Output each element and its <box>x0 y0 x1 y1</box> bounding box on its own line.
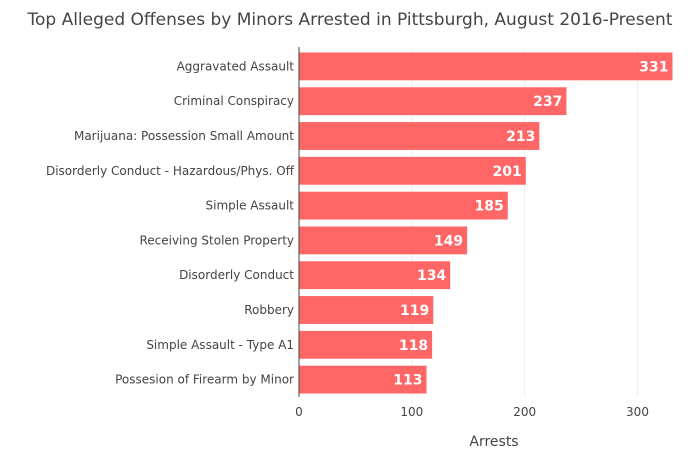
bar <box>299 191 508 220</box>
category-labels: Aggravated Assault Criminal Conspiracy Mar… <box>46 59 295 386</box>
x-tick-labels: 0 100 200 300 <box>295 405 649 419</box>
category-label: Robbery <box>244 303 294 317</box>
category-label: Simple Assault - Type A1 <box>146 338 294 352</box>
category-label: Disorderly Conduct <box>179 268 294 282</box>
bar-value-label: 134 <box>417 268 446 284</box>
bar-value-label: 213 <box>506 129 535 145</box>
bar <box>299 122 540 150</box>
category-label: Criminal Conspiracy <box>174 94 294 108</box>
bar <box>299 87 567 116</box>
bar <box>299 330 433 359</box>
bar-value-label: 201 <box>493 164 522 180</box>
x-tick-label: 200 <box>513 405 536 419</box>
category-label: Disorderly Conduct - Hazardous/Phys. Off <box>46 164 295 178</box>
bar <box>299 226 468 255</box>
x-tick-label: 100 <box>400 405 423 419</box>
bar <box>299 156 526 185</box>
bar-value-label: 331 <box>639 59 668 75</box>
bar-value-label: 119 <box>400 303 429 319</box>
bar <box>299 261 451 290</box>
x-axis-title: Arrests <box>469 434 518 450</box>
bar <box>299 365 427 394</box>
category-label: Marijuana: Possession Small Amount <box>74 129 294 143</box>
x-tick-label: 300 <box>626 405 649 419</box>
category-label: Aggravated Assault <box>177 59 295 73</box>
x-tick-label: 0 <box>295 405 303 419</box>
bar <box>299 52 673 81</box>
bar <box>299 296 434 324</box>
category-label: Possesion of Firearm by Minor <box>115 373 294 387</box>
chart-title: Top Alleged Offenses by Minors Arrested … <box>26 10 672 30</box>
value-labels: 331 237 213 201 185 149 134 119 118 113 <box>393 59 668 388</box>
bar-value-label: 113 <box>393 373 422 389</box>
bar-value-label: 237 <box>533 94 562 110</box>
category-label: Receiving Stolen Property <box>139 233 294 247</box>
bar-value-label: 185 <box>475 199 504 215</box>
bars <box>299 52 673 394</box>
category-label: Simple Assault <box>206 199 295 213</box>
bar-value-label: 118 <box>399 338 428 354</box>
bar-value-label: 149 <box>434 233 463 249</box>
